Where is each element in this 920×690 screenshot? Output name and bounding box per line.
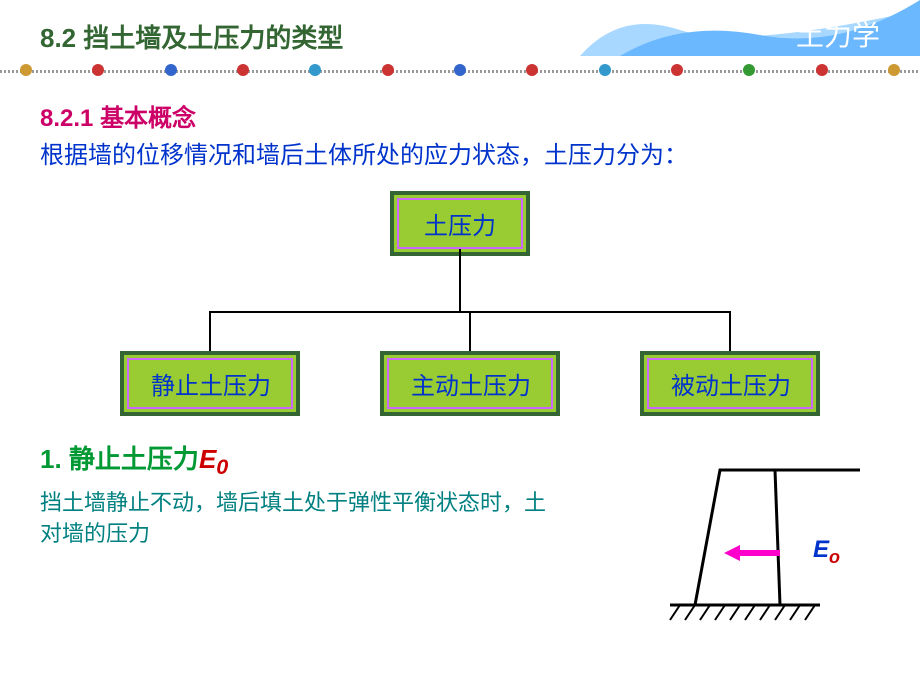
concept-description: 挡土墙静止不动，墙后填土处于弹性平衡状态时，土对墙的压力 <box>40 488 560 550</box>
concept-number: 1. <box>40 444 62 474</box>
tree-child-0-label: 静止土压力 <box>127 358 293 409</box>
tree-child-0: 静止土压力 <box>120 351 300 416</box>
tree-child-2: 被动土压力 <box>640 351 820 416</box>
tree-child-1: 主动土压力 <box>380 351 560 416</box>
retaining-wall-figure: Eo <box>620 450 860 630</box>
decorative-dot <box>20 64 32 76</box>
decorative-dot <box>237 64 249 76</box>
decorative-dot <box>165 64 177 76</box>
concept-label: 静止土压力 <box>69 444 199 474</box>
decorative-dot <box>309 64 321 76</box>
tree-connector <box>459 249 461 311</box>
intro-text: 根据墙的位移情况和墙后土体所处的应力状态，土压力分为： <box>40 139 880 173</box>
concept-symbol: E0 <box>199 444 228 474</box>
course-name: 土力学 <box>796 14 880 54</box>
tree-connector <box>469 311 471 351</box>
tree-child-1-label: 主动土压力 <box>387 358 553 409</box>
tree-root: 土压力 <box>390 191 530 256</box>
decorative-dot <box>671 64 683 76</box>
decorative-dot <box>599 64 611 76</box>
tree-connector <box>209 311 211 351</box>
subsection-number: 8.2.1 <box>40 105 93 132</box>
classification-tree: 土压力静止土压力 主动土压力 被动土压力 <box>80 191 840 421</box>
tree-root-label: 土压力 <box>397 198 523 249</box>
course-badge: 土力学 <box>580 0 920 56</box>
decorative-dot <box>454 64 466 76</box>
divider-dots <box>0 64 920 80</box>
decorative-dot <box>743 64 755 76</box>
decorative-dot <box>888 64 900 76</box>
subsection-heading: 8.2.1 基本概念 <box>40 98 880 133</box>
subsection-label: 基本概念 <box>100 105 196 132</box>
tree-child-2-label: 被动土压力 <box>647 358 813 409</box>
force-label: Eo <box>813 536 840 568</box>
decorative-dot <box>92 64 104 76</box>
decorative-dot <box>526 64 538 76</box>
decorative-dot <box>382 64 394 76</box>
decorative-dot <box>816 64 828 76</box>
force-arrow-icon <box>724 545 780 561</box>
tree-connector <box>729 311 731 351</box>
